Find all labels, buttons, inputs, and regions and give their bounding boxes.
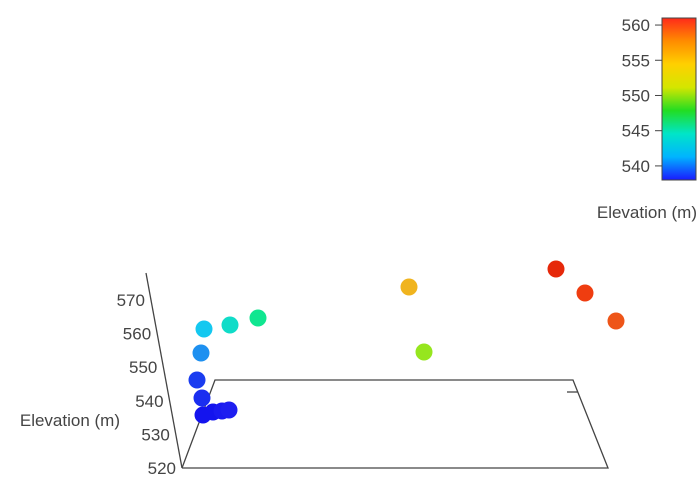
z-axis-line [145, 272, 183, 469]
z-tick-label: 570 [117, 291, 145, 310]
data-points [188, 260, 625, 424]
floor-back-edge [181, 379, 609, 469]
z-tick-label: 520 [148, 459, 176, 478]
data-point [188, 371, 206, 389]
data-point [220, 401, 238, 419]
z-tick-label: 550 [129, 358, 157, 377]
colorbar-tick-label: 540 [622, 157, 650, 176]
axis-box [145, 272, 609, 469]
data-point [400, 278, 418, 296]
colorbar-tick-label: 555 [622, 51, 650, 70]
data-point [193, 389, 211, 407]
z-axis-ticks: 520 530 540 550 560 570 [117, 291, 176, 478]
z-tick-label: 560 [123, 325, 151, 344]
colorbar-ticks: 540 545 550 555 560 [622, 16, 662, 176]
z-tick-label: 540 [135, 392, 163, 411]
z-axis-title: Elevation (m) [20, 411, 120, 430]
data-point [576, 284, 594, 302]
z-tick-label: 530 [141, 425, 169, 444]
colorbar-title: Elevation (m) [597, 203, 697, 222]
colorbar-tick-label: 560 [622, 16, 650, 35]
data-point [607, 312, 625, 330]
data-point [249, 309, 267, 327]
data-point [195, 320, 213, 338]
data-point [221, 316, 239, 334]
colorbar-tick-label: 545 [622, 122, 650, 141]
data-point [547, 260, 565, 278]
colorbar: 540 545 550 555 560 Elevation (m) [597, 16, 697, 222]
data-point [192, 344, 210, 362]
colorbar-tick-label: 550 [622, 86, 650, 105]
data-point [415, 343, 433, 361]
colorbar-ramp [661, 17, 697, 181]
